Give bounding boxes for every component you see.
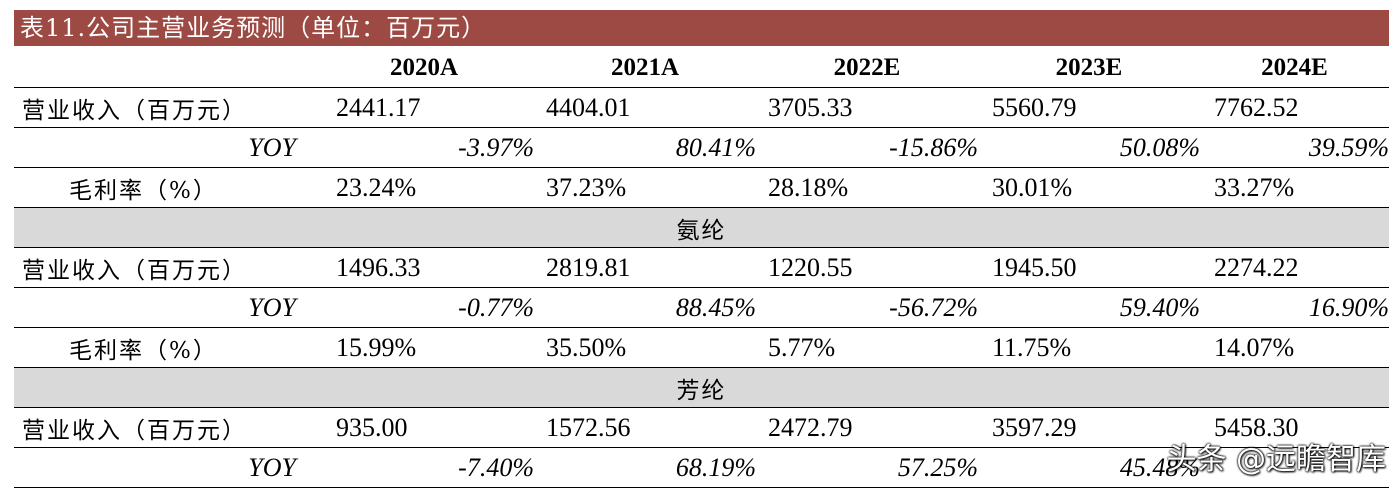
header-cell-2022e: 2022E (756, 48, 978, 88)
table-cell: 28.18% (756, 167, 978, 208)
table-row: 毛利率（%） 15.99% 35.50% 5.77% 11.75% 14.07% (14, 327, 1389, 368)
table-row: YOY -7.40% 68.19% 57.25% 45.48% (14, 447, 1389, 488)
table-cell: 37.23% (534, 167, 756, 208)
table-row: 营业收入（百万元） 1496.33 2819.81 1220.55 1945.5… (14, 247, 1389, 288)
header-cell-2021a: 2021A (534, 48, 756, 88)
table-cell: 80.41% (534, 127, 756, 168)
table-row: YOY -3.97% 80.41% -15.86% 50.08% 39.59% (14, 127, 1389, 168)
table-cell: 5.77% (756, 327, 978, 368)
table-cell (1200, 447, 1389, 488)
table-cell: -7.40% (314, 447, 534, 488)
table-title: 表11.公司主营业务预测（单位：百万元） (14, 10, 1389, 46)
table-cell: 68.19% (534, 447, 756, 488)
header-row: 2020A 2021A 2022E 2023E 2024E (14, 48, 1389, 88)
row-label: YOY (14, 127, 314, 168)
table-cell: 33.27% (1200, 167, 1389, 208)
forecast-table: 2020A 2021A 2022E 2023E 2024E 营业收入（百万元） … (14, 48, 1389, 488)
table-cell: 35.50% (534, 327, 756, 368)
row-label: 营业收入（百万元） (14, 407, 314, 448)
table-cell: 1572.56 (534, 407, 756, 448)
table-cell: 1945.50 (978, 247, 1200, 288)
table-cell: 57.25% (756, 447, 978, 488)
row-label: 营业收入（百万元） (14, 247, 314, 288)
table-cell: 5458.30 (1200, 407, 1389, 448)
section-row-spandex: 氨纶 (14, 207, 1389, 248)
header-cell-empty (14, 48, 314, 88)
header-cell-2023e: 2023E (978, 48, 1200, 88)
table-cell: 1220.55 (756, 247, 978, 288)
table-cell: -56.72% (756, 287, 978, 328)
table-cell: 935.00 (314, 407, 534, 448)
table-cell: 50.08% (978, 127, 1200, 168)
table-cell: 1496.33 (314, 247, 534, 288)
table-cell: 59.40% (978, 287, 1200, 328)
watermark: 头条 @远瞻智库 (1166, 442, 1386, 477)
table-cell: 16.90% (1200, 287, 1389, 328)
header-cell-2024e: 2024E (1200, 48, 1389, 88)
table-row: 毛利率（%） 23.24% 37.23% 28.18% 30.01% 33.27… (14, 167, 1389, 208)
table-cell: 45.48% (978, 447, 1200, 488)
table-row: YOY -0.77% 88.45% -56.72% 59.40% 16.90% (14, 287, 1389, 328)
header-cell-2020a: 2020A (314, 48, 534, 88)
section-label: 芳纶 (14, 367, 1389, 408)
table-cell: -3.97% (314, 127, 534, 168)
table-cell: 2472.79 (756, 407, 978, 448)
table-cell: 15.99% (314, 327, 534, 368)
table-cell: 14.07% (1200, 327, 1389, 368)
table-cell: 88.45% (534, 287, 756, 328)
table-cell: 3705.33 (756, 87, 978, 128)
row-label: 毛利率（%） (14, 167, 314, 208)
table-cell: 39.59% (1200, 127, 1389, 168)
table-cell: 7762.52 (1200, 87, 1389, 128)
section-label: 氨纶 (14, 207, 1389, 248)
row-label: 毛利率（%） (14, 327, 314, 368)
table-cell: 3597.29 (978, 407, 1200, 448)
table-row: 营业收入（百万元） 2441.17 4404.01 3705.33 5560.7… (14, 87, 1389, 128)
table-cell: 30.01% (978, 167, 1200, 208)
row-label: 营业收入（百万元） (14, 87, 314, 128)
table-cell: 11.75% (978, 327, 1200, 368)
table-cell: 2441.17 (314, 87, 534, 128)
table-row: 营业收入（百万元） 935.00 1572.56 2472.79 3597.29… (14, 407, 1389, 448)
section-row-aramid: 芳纶 (14, 367, 1389, 408)
row-label: YOY (14, 287, 314, 328)
table-cell: 5560.79 (978, 87, 1200, 128)
table-cell: 23.24% (314, 167, 534, 208)
table-cell: 2274.22 (1200, 247, 1389, 288)
row-label: YOY (14, 447, 314, 488)
table-cell: 2819.81 (534, 247, 756, 288)
table-cell: -15.86% (756, 127, 978, 168)
table-cell: 4404.01 (534, 87, 756, 128)
table-cell: -0.77% (314, 287, 534, 328)
